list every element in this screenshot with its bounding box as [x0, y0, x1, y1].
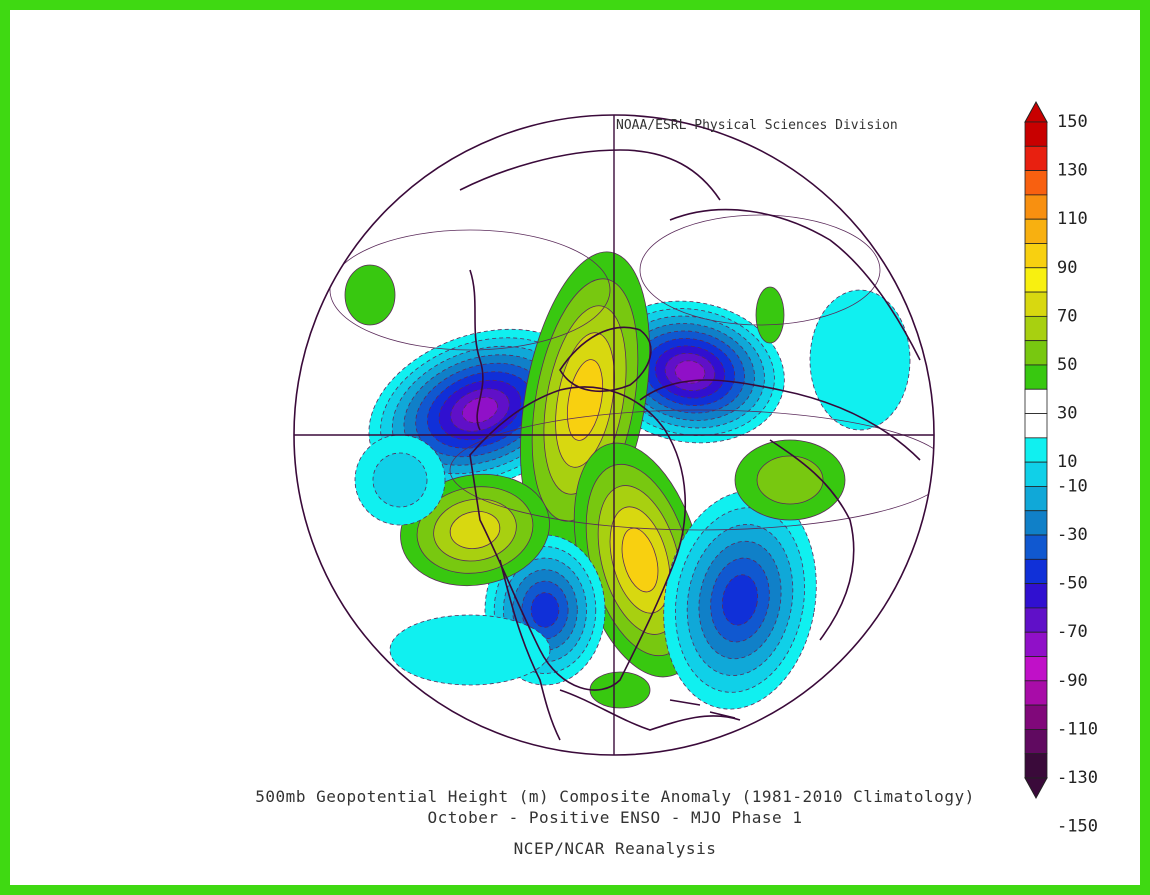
europe-low-anomaly [809, 289, 911, 431]
colorbar-tick-label: -110 [1057, 719, 1098, 739]
caption-subtitle: October - Positive ENSO - MJO Phase 1 [427, 808, 803, 827]
colorbar-bin [1024, 437, 1048, 463]
caption-title: 500mb Geopotential Height (m) Composite … [255, 787, 975, 806]
colorbar-bin [1024, 413, 1048, 439]
colorbar-bin [1024, 461, 1048, 487]
colorbar-bin [1024, 145, 1048, 171]
colorbar-bin [1024, 510, 1048, 536]
colorbar-bin [1024, 704, 1048, 730]
colorbar-bin [1024, 121, 1048, 147]
colorbar-tick-label: -130 [1057, 768, 1098, 788]
contour-line [639, 214, 881, 326]
colorbar-bin [1024, 534, 1048, 560]
anomaly-field [294, 115, 934, 755]
colorbar-bin [1024, 680, 1048, 706]
colorbar-tick-label: -150 [1057, 817, 1098, 837]
colorbar-arrow-bottom [1024, 777, 1048, 800]
colorbar-tick-label: 150 [1057, 112, 1088, 132]
colorbar-bin [1024, 607, 1048, 633]
colorbar-tick-label: -50 [1057, 574, 1088, 594]
map-boundary [293, 114, 935, 756]
scandinavia-high-anomaly [755, 286, 785, 344]
atlantic-low-anomaly [663, 490, 817, 710]
colorbar-bin [1024, 291, 1048, 317]
coastlines [459, 149, 921, 741]
south-pacific-low-anomaly [389, 614, 551, 686]
colorbar-tick-label: -70 [1057, 622, 1088, 642]
colorbar-tick-label: 110 [1057, 209, 1088, 229]
colorbar-tick-label: -10 [1057, 476, 1088, 496]
credit-label: NOAA/ESRL Physical Sciences Division [616, 118, 898, 133]
aleutian-high-anomaly [344, 264, 396, 326]
colorbar-bin [1024, 218, 1048, 244]
colorbar-bin [1024, 631, 1048, 657]
colorbar-tick-label: 50 [1057, 355, 1077, 375]
caption-source: NCEP/NCAR Reanalysis [513, 839, 717, 858]
colorbar-tick-label: 70 [1057, 306, 1077, 326]
eastern-us-high-anomaly [573, 442, 707, 678]
africa-high-anomaly [734, 439, 846, 521]
colorbar-bin [1024, 486, 1048, 512]
colorbar-tick-label: 10 [1057, 452, 1077, 472]
graticule [294, 115, 934, 755]
colorbar-bin [1024, 388, 1048, 414]
mid-pacific-low-anomaly [354, 434, 446, 526]
colorbar-bin [1024, 753, 1048, 779]
colorbar-arrow-top [1024, 100, 1048, 123]
colorbar-bin [1024, 729, 1048, 755]
colorbar-bin [1024, 315, 1048, 342]
colorbar-bin [1024, 243, 1048, 269]
colorbar-tick-label: 90 [1057, 258, 1077, 278]
colorbar-tick-label: -30 [1057, 525, 1088, 545]
colorbar-bin [1024, 340, 1048, 366]
colorbar-bin [1024, 194, 1048, 220]
colorbar-bin [1024, 364, 1048, 390]
colorbar-bin [1024, 170, 1048, 196]
colorbar-tick-label: 30 [1057, 404, 1077, 424]
colorbar-bin [1024, 267, 1048, 293]
contour-line [329, 229, 611, 351]
colorbar-tick-label: -90 [1057, 671, 1088, 691]
colorbar-bin [1024, 558, 1048, 585]
colorbar-bin [1024, 583, 1048, 609]
contour-line [449, 409, 934, 531]
colorbar-tick-label: 130 [1057, 161, 1088, 181]
colorbar-bin [1024, 656, 1048, 682]
colorbar: 150 130 110 90 70 50 30 10 -10 -30 -50 -70 -90 -110 -1… [1024, 100, 1098, 837]
